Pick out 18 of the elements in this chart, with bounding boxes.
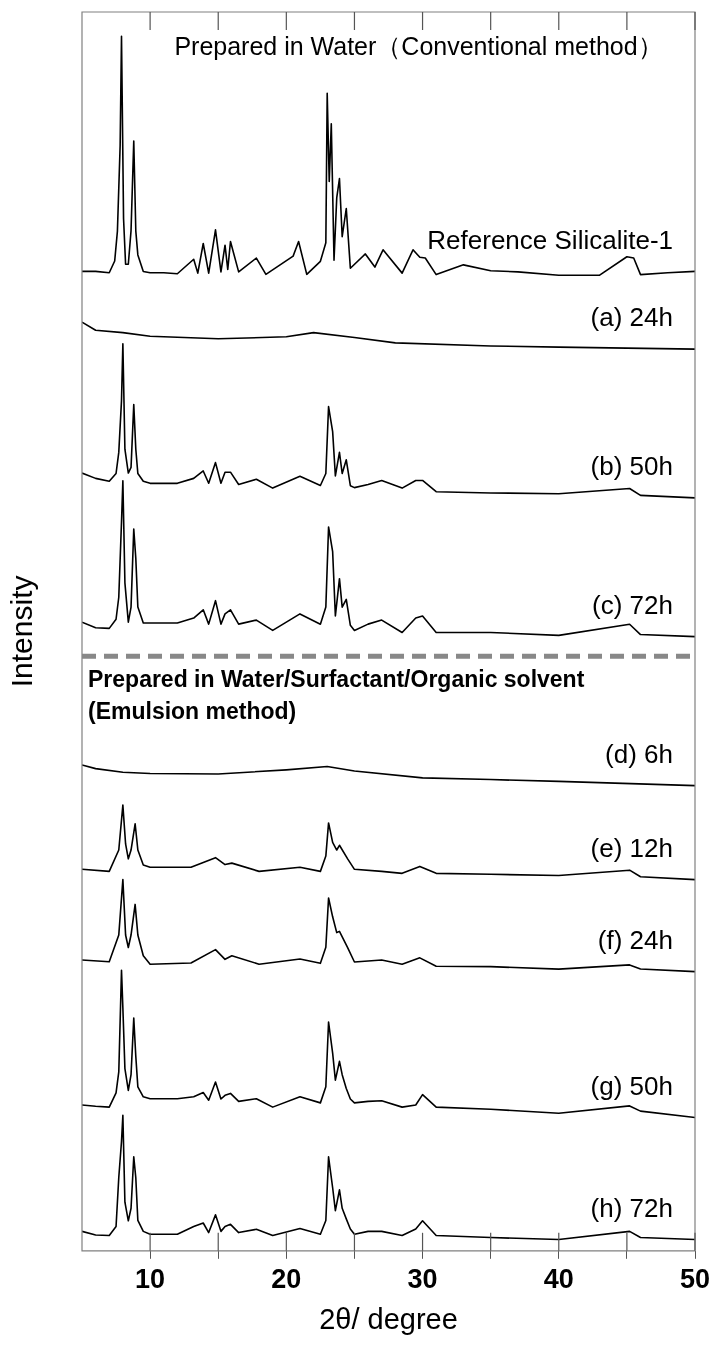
x-tick-label: 50: [679, 1264, 711, 1295]
series-label: (a) 24h: [590, 302, 673, 333]
x-axis-title: 2θ/ degree: [319, 1302, 458, 1335]
series-label: Reference Silicalite-1: [427, 224, 673, 255]
x-tick-label: 20: [271, 1264, 302, 1295]
y-axis-title: Intensity: [5, 575, 39, 688]
series-label: (d) 6h: [605, 738, 673, 769]
x-tick-label: 30: [407, 1264, 438, 1295]
series-label: (b) 50h: [590, 451, 673, 482]
series-label: (c) 72h: [592, 589, 673, 620]
series-label: (h) 72h: [590, 1192, 673, 1223]
series-label: (e) 12h: [590, 832, 673, 863]
x-tick-label: 10: [135, 1264, 166, 1295]
x-tick-label: 40: [543, 1264, 574, 1295]
series-label: (f) 24h: [597, 924, 673, 955]
annotation: Prepared in Water（Conventional method）: [174, 31, 663, 60]
series-label: (g) 50h: [590, 1070, 673, 1101]
annotation: Prepared in Water/Surfactant/Organic solvent (Emulsion method): [88, 665, 585, 724]
